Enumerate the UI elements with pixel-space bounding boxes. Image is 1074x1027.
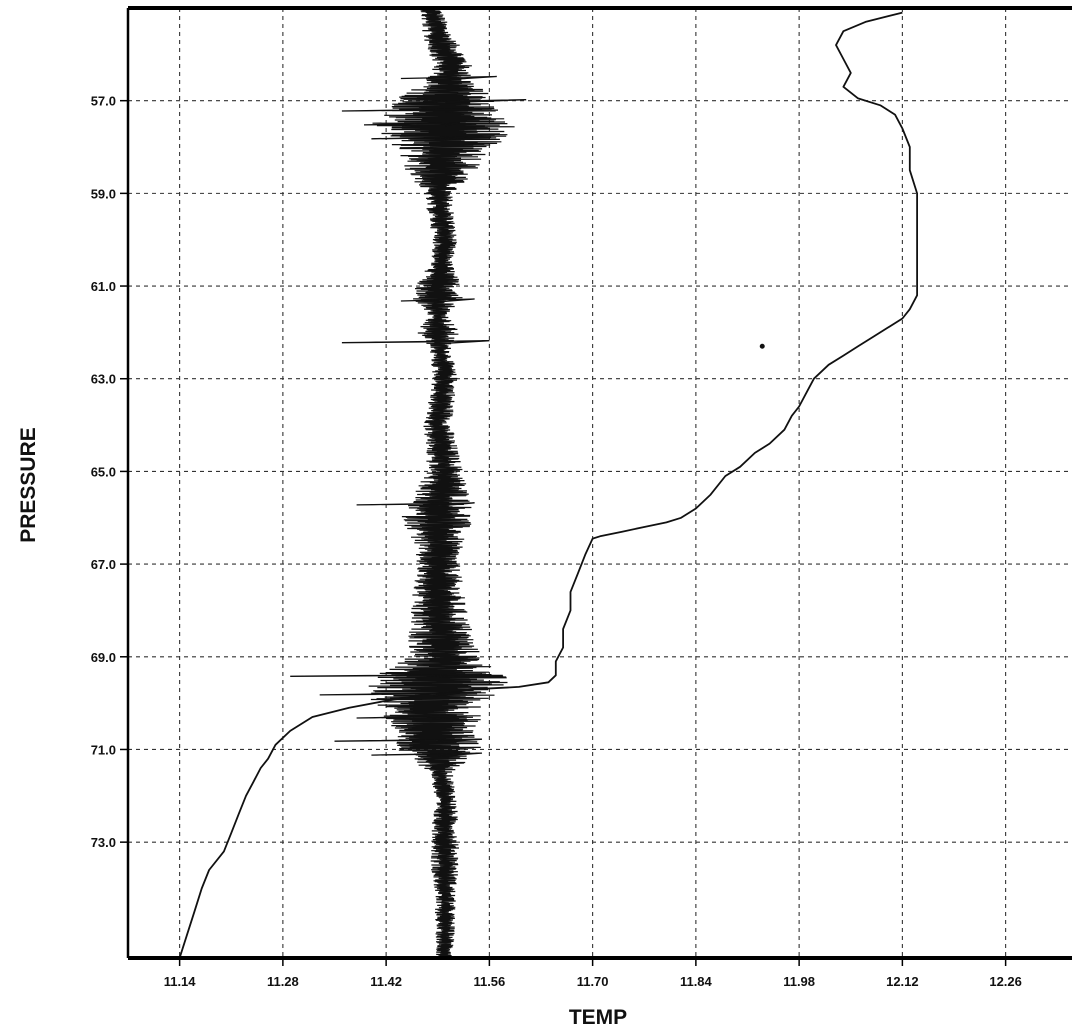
- noise-spike: [334, 738, 483, 743]
- noise-spike: [356, 502, 475, 507]
- y-tick-label: 61.0: [91, 279, 116, 294]
- y-tick-label: 69.0: [91, 650, 116, 665]
- temperature-profile-line: [178, 11, 918, 959]
- series-lines: [178, 7, 918, 959]
- x-tick-label: 11.14: [164, 974, 197, 989]
- noise-spike: [341, 340, 490, 345]
- y-tick-label: 71.0: [91, 742, 116, 757]
- noise-spike: [422, 99, 527, 104]
- noise-spike: [400, 298, 475, 303]
- tick-labels: 11.14 11.28 11.42 11.56 11.70 11.84 11.98 12.12…: [91, 94, 1022, 989]
- noise-spike: [356, 715, 468, 720]
- noise-spike: [319, 692, 460, 697]
- noise-spike: [341, 108, 483, 113]
- y-tick-label: 57.0: [91, 94, 116, 109]
- y-tick-label: 67.0: [91, 557, 116, 572]
- noise-spike: [400, 75, 497, 81]
- y-tick-label: 63.0: [91, 372, 116, 387]
- noise-spike: [371, 136, 468, 141]
- noise-spike: [363, 122, 461, 127]
- x-tick-label: 11.98: [783, 974, 815, 989]
- x-tick-label: 12.12: [886, 974, 919, 989]
- x-tick-label: 11.42: [370, 974, 402, 989]
- x-tick-label: 11.56: [473, 974, 505, 989]
- x-tick-label: 11.84: [680, 974, 713, 989]
- axis-ticks: [120, 99, 1007, 966]
- x-tick-label: 11.70: [577, 974, 609, 989]
- y-axis-title: PRESSURE: [17, 427, 40, 543]
- grid-lines: [128, 8, 1072, 958]
- plot-frame: [126, 6, 1072, 960]
- y-tick-label: 65.0: [91, 464, 116, 479]
- stray-dot-marker: [759, 343, 765, 349]
- y-tick-label: 59.0: [91, 186, 116, 201]
- noise-spike: [290, 673, 483, 678]
- x-tick-label: 11.28: [267, 974, 299, 989]
- y-tick-label: 73.0: [91, 835, 116, 850]
- x-axis-title: TEMP: [569, 1006, 627, 1027]
- noise-spike: [371, 752, 483, 757]
- noise-trace-line: [368, 7, 515, 959]
- x-tick-label: 12.26: [989, 974, 1022, 989]
